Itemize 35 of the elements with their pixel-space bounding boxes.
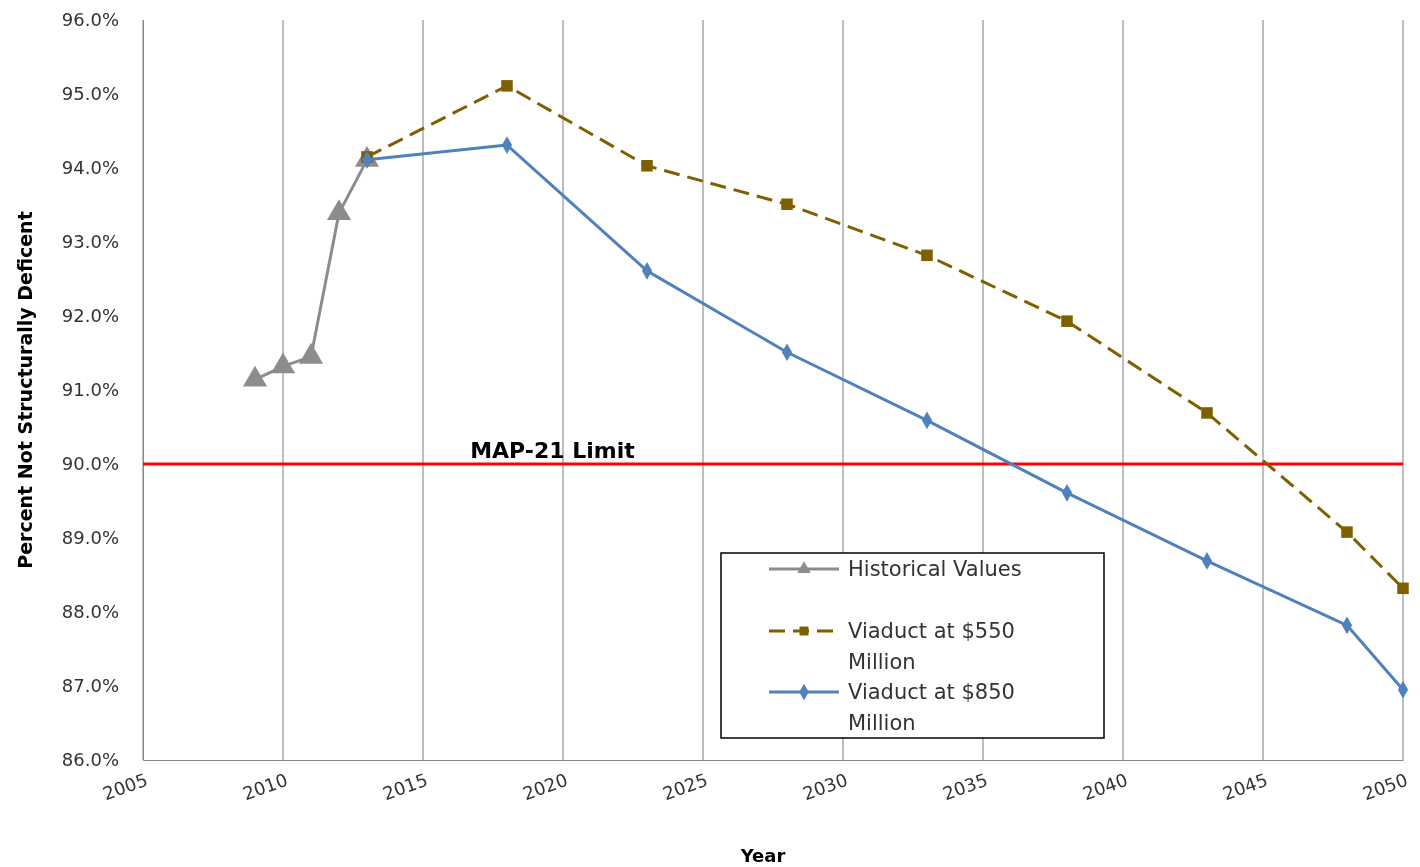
y-tick-label: 90.0% <box>61 453 119 475</box>
y-tick-label: 93.0% <box>61 231 119 253</box>
x-tick-label: 2040 <box>1080 768 1131 805</box>
point <box>641 160 653 172</box>
y-tick-label: 92.0% <box>61 305 119 327</box>
y-axis-title: Percent Not Structurally Deficent <box>14 211 36 569</box>
x-tick-label: 2005 <box>100 768 151 805</box>
y-tick-label: 94.0% <box>61 157 119 179</box>
y-tick-label: 88.0% <box>61 601 119 623</box>
y-tick-label: 91.0% <box>61 379 119 401</box>
x-tick-label: 2050 <box>1360 768 1411 805</box>
x-tick-label: 2010 <box>240 768 291 805</box>
point <box>1341 526 1353 538</box>
x-tick-label: 2035 <box>940 768 991 805</box>
y-tick-label: 96.0% <box>61 9 119 31</box>
x-tick-label: 2030 <box>800 768 851 805</box>
point <box>921 249 933 262</box>
point <box>501 80 513 92</box>
point <box>1201 407 1213 419</box>
y-tick-label: 87.0% <box>61 675 119 697</box>
point <box>1397 582 1409 595</box>
y-tick-label: 89.0% <box>61 527 119 549</box>
point <box>1061 315 1073 327</box>
point <box>781 198 793 211</box>
x-tick-label: 2025 <box>660 768 711 805</box>
legend-label: Viaduct at $550 Million <box>848 619 1015 674</box>
y-tick-label: 95.0% <box>61 83 119 105</box>
x-tick-label: 2015 <box>380 768 431 805</box>
legend-label: Viaduct at $850 Million <box>848 680 1015 735</box>
x-tick-label: 2045 <box>1220 768 1271 805</box>
x-tick-label: 2020 <box>520 768 571 805</box>
x-axis-title: Year <box>739 845 786 866</box>
legend-label: Historical Values <box>848 557 1022 581</box>
y-tick-label: 86.0% <box>61 749 119 771</box>
ref-line-label: MAP-21 Limit <box>470 438 636 463</box>
